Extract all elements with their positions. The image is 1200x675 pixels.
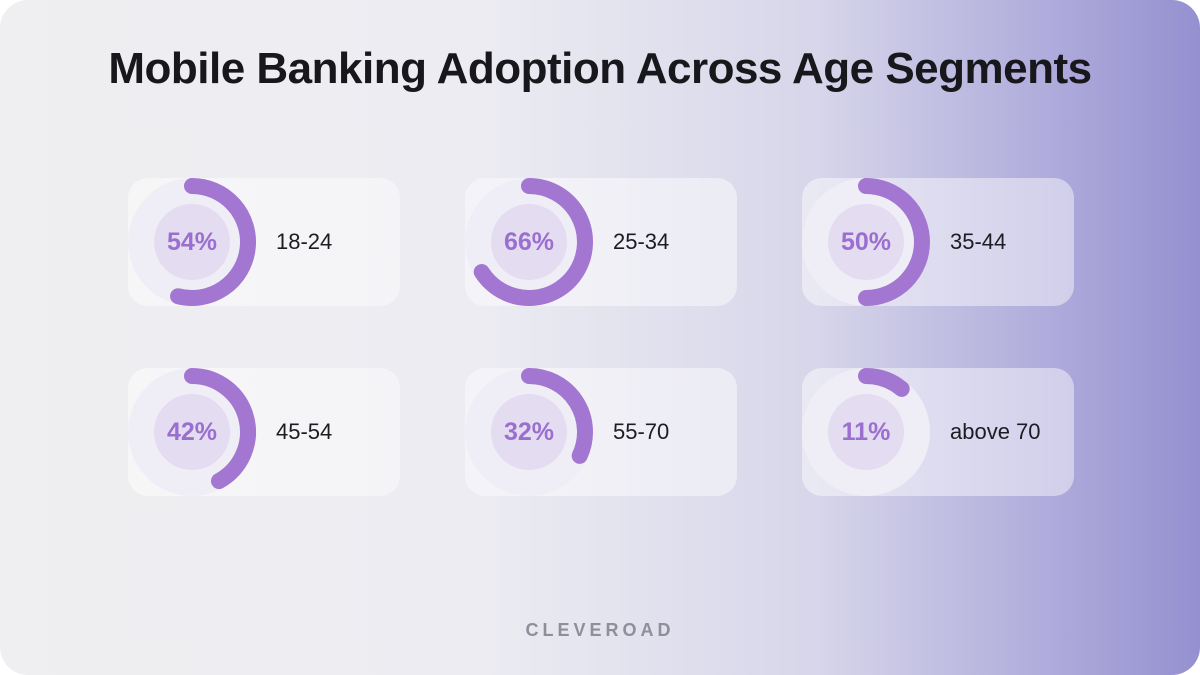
donut-center <box>828 394 904 470</box>
age-segment-label: 18-24 <box>276 229 333 254</box>
donut-chart: 32% <box>465 368 593 496</box>
donut-chart: 42% <box>128 368 256 496</box>
age-segment-label: 35-44 <box>950 229 1007 254</box>
donut-arc-18-24 <box>170 178 256 306</box>
donut-arc-45-54 <box>184 368 256 490</box>
segment-card: 66% 25-34 <box>465 178 737 306</box>
age-segment-label: above 70 <box>950 419 1041 444</box>
segment-card: 32% 55-70 <box>465 368 737 496</box>
age-segment-label: 45-54 <box>276 419 333 444</box>
chart-title: Mobile Banking Adoption Across Age Segme… <box>108 44 1092 93</box>
age-segment-label: 55-70 <box>613 419 670 444</box>
donut-arc-above-70 <box>858 368 910 397</box>
donut-center <box>154 204 230 280</box>
donut-center <box>828 204 904 280</box>
age-segment-label: 25-34 <box>613 229 670 254</box>
donut-center <box>154 394 230 470</box>
brand-logo: CLEVEROAD <box>525 620 675 640</box>
percent-label: 32% <box>503 418 555 446</box>
segment-card: 42% 45-54 <box>128 368 400 496</box>
donut-chart: 50% <box>802 178 930 306</box>
donut-arc-35-44 <box>858 178 930 306</box>
segment-card: 11% above 70 <box>802 368 1074 496</box>
segment-card: 50% 35-44 <box>802 178 1074 306</box>
percent-label: 50% <box>840 228 892 256</box>
donut-chart: 11% <box>802 368 930 496</box>
donut-arc-25-34 <box>473 178 593 306</box>
donut-center <box>491 204 567 280</box>
donut-center <box>491 394 567 470</box>
donut-chart: 54% <box>128 178 256 306</box>
percent-label: 11% <box>841 418 891 446</box>
donut-arc-55-70 <box>521 368 593 464</box>
percent-label: 42% <box>166 418 218 446</box>
segment-card: 54% 18-24 <box>128 178 400 306</box>
percent-label: 54% <box>166 228 218 256</box>
percent-label: 66% <box>503 228 555 256</box>
donut-chart: 66% <box>465 178 593 306</box>
